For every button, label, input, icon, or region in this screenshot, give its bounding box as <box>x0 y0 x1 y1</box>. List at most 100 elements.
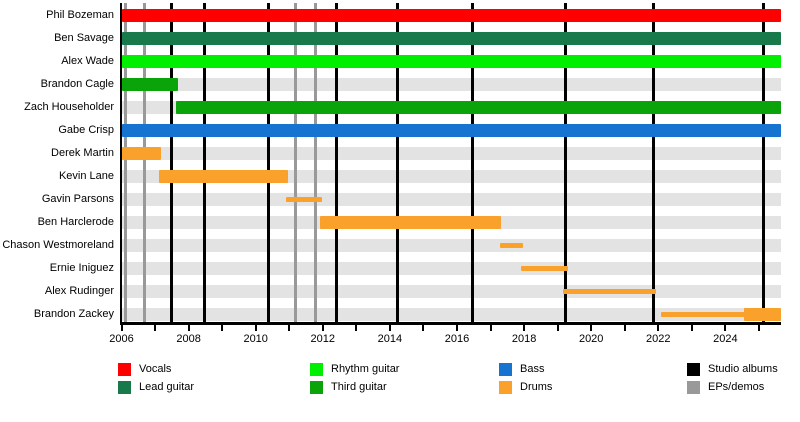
legend-label: Bass <box>520 363 545 375</box>
studio-album-line <box>563 3 567 323</box>
studio-album-line <box>266 3 270 323</box>
member-tenure-bar <box>121 32 781 45</box>
member-name-label: Brandon Zackey <box>33 308 114 320</box>
axis-tick <box>724 325 727 331</box>
axis-tick <box>489 325 492 331</box>
legend-item: Rhythm guitar <box>310 363 480 376</box>
axis-tick-label: 2008 <box>176 333 201 345</box>
row-band <box>121 285 781 298</box>
member-name-label: Derek Martin <box>51 147 114 159</box>
timeline-legend: Vocals Lead guitar Rhythm guitar Third guit… <box>0 352 800 422</box>
axis-tick-label: 2010 <box>243 333 268 345</box>
legend-label: Vocals <box>139 363 172 375</box>
row-band <box>121 262 781 275</box>
axis-tick <box>456 325 458 331</box>
studio-album-line <box>651 3 655 323</box>
axis-tick <box>623 325 626 331</box>
ep-demo-line <box>313 3 317 323</box>
member-tenure-bar <box>159 170 288 183</box>
axis-tick <box>288 325 291 331</box>
timeline-chart: Phil Bozeman Ben Savage Alex Wade Brandon C… <box>2 3 781 345</box>
member-tenure-bar <box>121 9 781 22</box>
member-tenure-bar <box>285 197 323 202</box>
legend-label: Drums <box>520 381 553 393</box>
axis-tick-label: 2022 <box>646 333 671 345</box>
member-tenure-bar <box>121 147 162 160</box>
studio-album-line <box>203 3 207 323</box>
axis-tick <box>757 325 760 331</box>
studio-album-line <box>170 3 174 323</box>
member-tenure-bar <box>660 312 747 317</box>
studio-album-line <box>396 3 400 323</box>
legend-item: Studio albums <box>687 363 800 376</box>
axis-tick <box>690 325 693 331</box>
member-name-label: Zach Householder <box>24 101 114 113</box>
row-band <box>121 78 781 91</box>
member-tenure-bar <box>320 216 501 229</box>
axis-tick-label: 2024 <box>713 333 738 345</box>
axis-tick <box>657 325 660 331</box>
legend-label: Rhythm guitar <box>331 363 400 375</box>
legend-item: Vocals <box>118 363 288 376</box>
legend-item: Third guitar <box>310 381 480 394</box>
axis-tick <box>523 325 526 331</box>
axis-tick-label: 2014 <box>377 333 403 345</box>
member-name-label: Gabe Crisp <box>58 124 114 136</box>
member-name-label: Phil Bozeman <box>46 9 114 21</box>
legend-label: Studio albums <box>708 363 778 375</box>
member-name-label: Kevin Lane <box>58 170 114 182</box>
x-axis-line <box>119 322 781 325</box>
member-tenure-bar <box>744 308 781 321</box>
axis-tick <box>154 325 157 331</box>
legend-swatch <box>499 363 512 376</box>
y-axis-line <box>119 3 122 322</box>
studio-album-line <box>335 3 339 323</box>
axis-tick <box>221 325 224 331</box>
row-band <box>121 193 781 206</box>
axis-tick-label: 2020 <box>578 333 604 345</box>
axis-tick <box>321 325 324 331</box>
ep-demo-line <box>294 3 298 323</box>
legend-label: EPs/demos <box>708 381 765 393</box>
legend-label: Third guitar <box>331 381 387 393</box>
member-tenure-bar <box>121 55 781 68</box>
member-name-label: Ben Harclerode <box>37 216 114 228</box>
member-tenure-bar <box>121 124 781 137</box>
member-name-label: Alex Rudinger <box>44 285 114 297</box>
legend-swatch <box>310 381 323 394</box>
axis-tick-label: 2018 <box>511 333 537 345</box>
axis-tick <box>254 325 257 331</box>
legend-swatch <box>310 363 323 376</box>
axis-tick-label: 2006 <box>109 333 134 345</box>
row-band <box>121 308 781 321</box>
legend-item: EPs/demos <box>687 381 800 394</box>
legend-swatch <box>687 363 700 376</box>
member-tenure-bar <box>499 243 524 248</box>
studio-album-line <box>470 3 474 323</box>
axis-tick-label: 2016 <box>444 333 470 345</box>
member-name-label: Ben Savage <box>54 32 114 44</box>
member-tenure-bar <box>175 101 781 114</box>
row-band <box>121 239 781 252</box>
member-tenure-bar <box>521 266 569 271</box>
member-name-label: Alex Wade <box>61 55 114 67</box>
legend-item: Drums <box>499 381 669 394</box>
member-tenure-bar <box>563 289 656 294</box>
ep-demo-line <box>124 3 128 323</box>
axis-tick <box>120 325 123 331</box>
legend-label: Lead guitar <box>139 381 195 393</box>
member-tenure-bar <box>121 78 178 91</box>
legend-item: Lead guitar <box>118 381 288 394</box>
axis-tick <box>187 325 190 331</box>
member-name-label: Ernie Iniguez <box>49 262 114 274</box>
studio-album-line <box>762 3 766 323</box>
legend-item: Bass <box>499 363 669 376</box>
axis-tick <box>590 325 593 331</box>
legend-swatch <box>118 381 131 394</box>
axis-tick <box>422 325 425 331</box>
row-band <box>121 147 781 160</box>
legend-swatch <box>499 381 512 394</box>
axis-tick <box>388 325 391 331</box>
legend-swatch <box>118 363 131 376</box>
